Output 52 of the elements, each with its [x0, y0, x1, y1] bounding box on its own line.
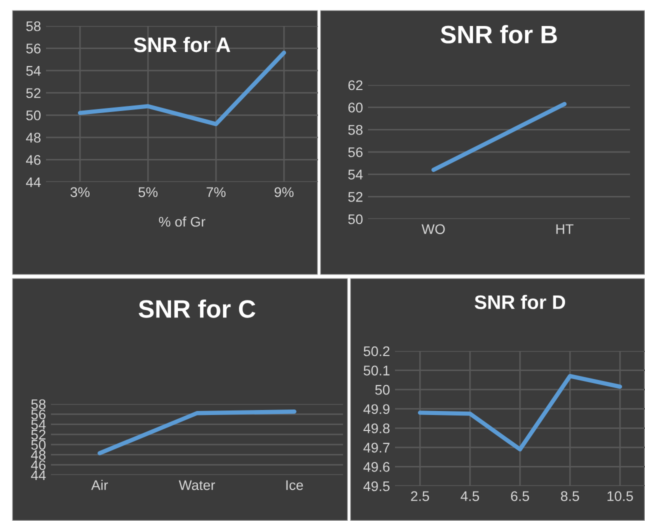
- x-tick-label: 3%: [70, 187, 90, 198]
- chart-title: SNR for D: [474, 294, 566, 310]
- y-tick-label: 52: [348, 192, 362, 202]
- y-tick-label: 54: [31, 420, 46, 430]
- x-tick-label: 7%: [206, 187, 226, 198]
- y-tick-label: 50: [26, 110, 41, 120]
- y-tick-label: 50.1: [364, 366, 390, 376]
- x-tick-label: Water: [178, 480, 216, 490]
- y-tick-label: 46: [26, 155, 41, 165]
- chart-title: SNR for B: [440, 25, 557, 44]
- x-tick-label: Air: [91, 480, 108, 490]
- y-tick-label: 50: [348, 214, 363, 224]
- y-tick-label: 50: [375, 384, 390, 395]
- x-axis-title: % of Gr: [158, 216, 206, 227]
- y-tick-label: 48: [26, 132, 41, 143]
- y-tick-label: 54: [26, 66, 41, 76]
- x-tick-label: 5%: [138, 187, 158, 198]
- y-tick-label: 49.6: [363, 462, 390, 472]
- x-tick-label: HT: [556, 224, 574, 234]
- y-tick-label: 50: [31, 440, 46, 450]
- line-series: [418, 374, 622, 452]
- y-tick-label: 58: [26, 21, 41, 32]
- y-tick-label: 49.8: [363, 423, 390, 434]
- x-tick-label: 2.5: [411, 491, 430, 502]
- y-tick-label: 49.7: [363, 442, 390, 453]
- y-tick-label: 48: [31, 450, 46, 460]
- y-tick-label: 62: [348, 80, 362, 90]
- y-tick-label: 60: [348, 102, 363, 113]
- y-tick-label: 49.5: [363, 481, 390, 492]
- y-tick-label: 52: [26, 88, 40, 98]
- x-tick-label: 8.5: [560, 491, 580, 502]
- y-tick-label: 56: [348, 147, 363, 158]
- y-tick-label: 56: [26, 44, 41, 54]
- x-tick-label: Ice: [286, 480, 303, 490]
- chart-title: SNR for C: [138, 299, 256, 318]
- y-tick-label: 50.2: [364, 346, 390, 356]
- y-tick-label: 58: [31, 399, 46, 410]
- x-tick-label: 4.5: [460, 491, 480, 502]
- x-tick-label: WO: [422, 224, 445, 234]
- y-tick-label: 49.9: [363, 404, 390, 414]
- chart-title: SNR for A: [134, 36, 230, 52]
- x-tick-label: 6.5: [511, 491, 530, 502]
- y-tick-label: 44: [31, 470, 46, 480]
- y-tick-label: 52: [31, 430, 46, 440]
- y-tick-label: 58: [348, 125, 363, 135]
- y-tick-label: 56: [31, 409, 46, 420]
- x-tick-label: 10.5: [608, 491, 633, 502]
- line-series: [78, 50, 286, 126]
- y-tick-label: 54: [348, 170, 363, 180]
- y-tick-label: 44: [26, 177, 41, 188]
- x-tick-label: 9%: [274, 187, 294, 198]
- y-tick-label: 46: [31, 460, 46, 470]
